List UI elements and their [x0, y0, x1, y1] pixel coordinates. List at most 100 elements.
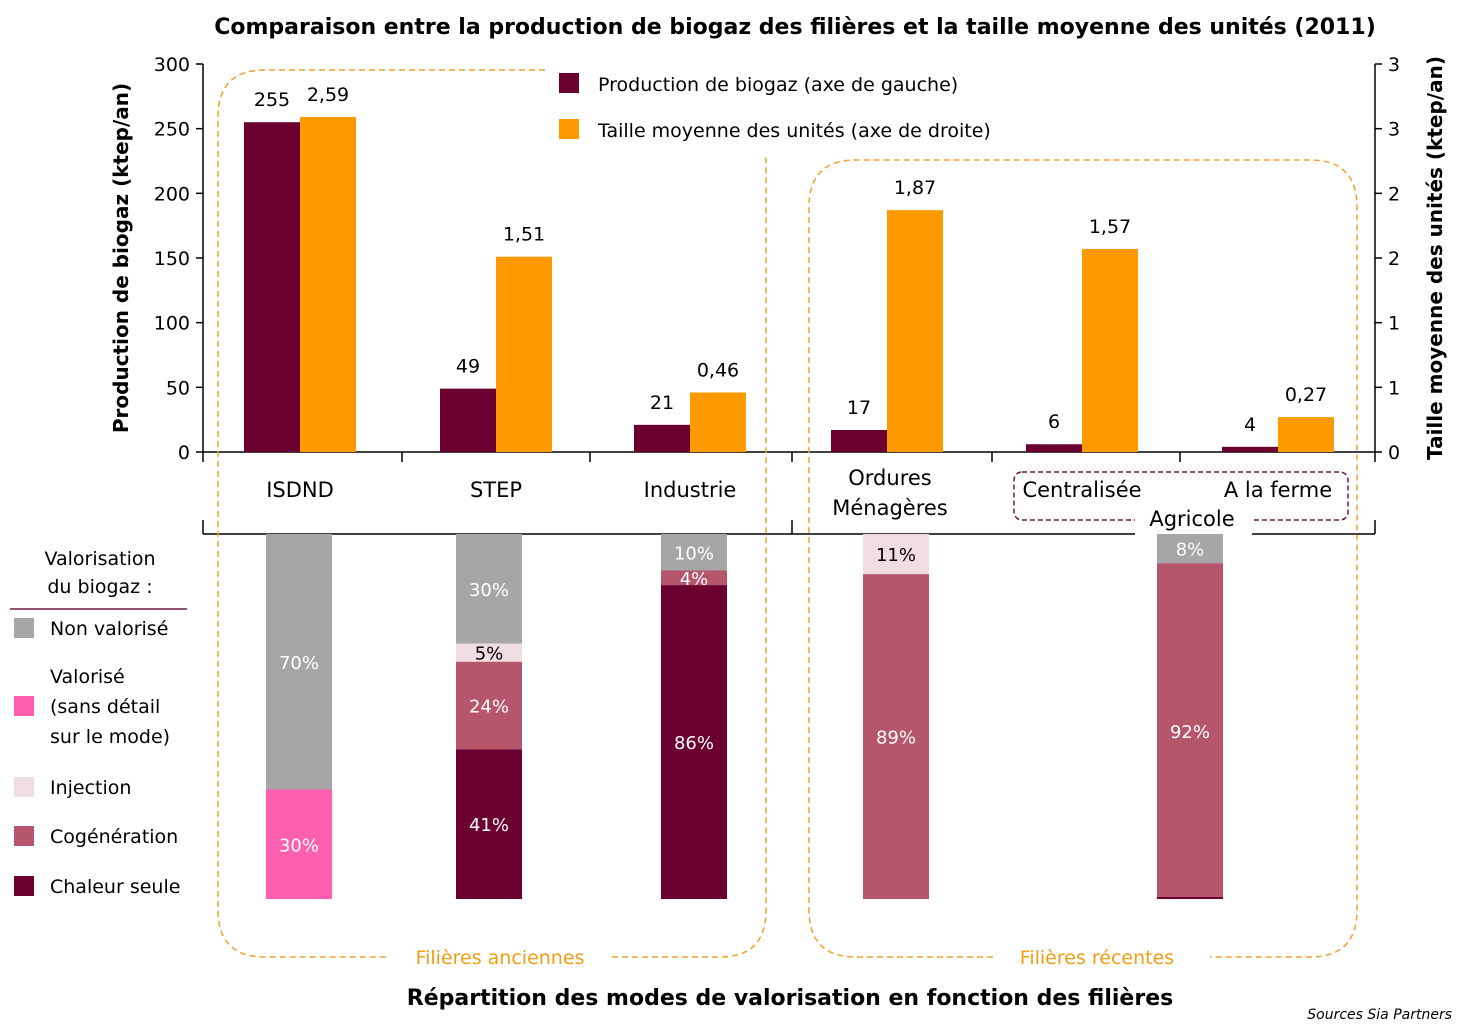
data-label-production: 21	[650, 392, 674, 414]
source-note: Sources Sia Partners	[1307, 1007, 1452, 1023]
stack-segment-injection	[456, 643, 522, 662]
group-label-anciennes: Filières anciennes	[416, 947, 585, 969]
left-tick-label: 0	[178, 442, 190, 464]
bar-taille	[496, 256, 552, 452]
legend-swatch-injection	[14, 777, 34, 797]
stack-segment-non-valorise	[661, 534, 727, 571]
left-tick-label: 300	[154, 54, 190, 76]
legend-label-non-valorise: Non valorisé	[50, 618, 168, 640]
legend-swatch-production	[559, 73, 579, 93]
bar-production	[440, 388, 496, 452]
stack-label: 5%	[475, 644, 504, 665]
right-tick-label: 2	[1388, 248, 1400, 270]
left-tick-label: 200	[154, 183, 190, 205]
left-axis-title: Production de biogaz (ktep/an)	[109, 83, 133, 433]
stack-label: 41%	[469, 815, 509, 836]
group-frame-anciennes	[217, 69, 767, 958]
legend-label-cogeneration: Cogénération	[50, 826, 178, 848]
stack-segment-cogeneration	[1157, 563, 1223, 899]
stack-segment-non-valorise	[266, 534, 332, 790]
right-tick-label: 0	[1388, 442, 1400, 464]
stack-segment-chaleur	[661, 585, 727, 899]
legend-label-valorise: Valorisé	[50, 666, 125, 688]
left-tick-label: 100	[154, 313, 190, 335]
legend-swatch-cogeneration	[14, 826, 34, 846]
stack-segment-chaleur	[456, 749, 522, 899]
data-label-taille: 1,57	[1089, 216, 1131, 238]
legend-title: du biogaz :	[47, 576, 152, 598]
legend-swatch-valorise	[14, 696, 34, 716]
legend-label-valorise: sur le mode)	[50, 726, 170, 748]
chart-title: Comparaison entre la production de bioga…	[214, 15, 1376, 40]
stack-segment-cogeneration	[863, 574, 929, 899]
data-label-taille: 1,87	[894, 177, 936, 199]
stack-label: 30%	[469, 580, 509, 601]
stack-label: 10%	[674, 543, 714, 564]
right-tick-label: 3	[1388, 54, 1400, 76]
category-label: Ménagères	[832, 496, 948, 520]
legend-label-valorise: (sans détail	[50, 696, 160, 718]
group-label-recentes: Filières récentes	[1020, 947, 1174, 969]
data-label-taille: 1,51	[503, 224, 545, 246]
legend-label-production: Production de biogaz (axe de gauche)	[598, 74, 958, 96]
category-label: Centralisée	[1022, 478, 1141, 502]
stack-label: 8%	[1176, 540, 1205, 561]
legend-swatch-chaleur	[14, 876, 34, 896]
data-label-production: 4	[1244, 414, 1256, 436]
stack-label: 86%	[674, 733, 714, 754]
category-label: A la ferme	[1224, 478, 1332, 502]
legend-title: Valorisation	[44, 548, 155, 570]
stack-label: 70%	[279, 653, 319, 674]
stack-label: 24%	[469, 697, 509, 718]
category-label: ISDND	[266, 478, 334, 502]
bar-production	[1026, 444, 1082, 452]
bar-taille	[1278, 417, 1334, 452]
group-frame-recentes	[808, 159, 1358, 958]
stack-segment-non-valorise	[1157, 534, 1223, 564]
left-tick-label: 150	[154, 248, 190, 270]
stack-segment-cogeneration	[456, 661, 522, 750]
right-tick-label: 1	[1388, 377, 1400, 399]
legend-label-injection: Injection	[50, 777, 131, 799]
data-label-production: 17	[847, 397, 871, 419]
legend-swatch-non-valorise	[14, 618, 34, 638]
category-label: Industrie	[644, 478, 737, 502]
agricole-label-bg	[1135, 506, 1252, 534]
right-axis-title: Taille moyenne des unités (ktep/an)	[1423, 56, 1447, 460]
right-tick-label: 1	[1388, 313, 1400, 335]
bottom-chart-title: Répartition des modes de valorisation en…	[407, 986, 1173, 1011]
stack-label: 92%	[1170, 722, 1210, 743]
left-tick-label: 50	[166, 377, 190, 399]
bar-taille	[1082, 248, 1138, 452]
stack-segment-cogeneration	[661, 570, 727, 586]
stack-label: 11%	[876, 545, 916, 566]
bar-taille	[887, 210, 943, 452]
right-tick-label: 2	[1388, 183, 1400, 205]
data-label-production: 49	[456, 356, 480, 378]
stack-segment-valorise	[266, 789, 332, 899]
stack-label: 4%	[680, 569, 709, 590]
bar-production	[244, 122, 300, 452]
legend-label-chaleur: Chaleur seule	[50, 876, 180, 898]
bar-production	[1222, 446, 1278, 452]
legend-swatch-taille	[559, 119, 579, 139]
data-label-taille: 2,59	[307, 84, 349, 106]
legend-label-taille: Taille moyenne des unités (axe de droite…	[597, 120, 991, 142]
bar-production	[634, 424, 690, 452]
agricole-label: Agricole	[1149, 507, 1234, 531]
stack-trace-chaleur	[1157, 897, 1223, 899]
stack-label: 30%	[279, 835, 319, 856]
data-label-production: 6	[1048, 411, 1060, 433]
data-label-production: 255	[254, 89, 290, 111]
right-tick-label: 3	[1388, 119, 1400, 141]
agricole-bracket	[1013, 471, 1349, 521]
bar-taille	[300, 117, 356, 452]
bar-production	[831, 430, 887, 452]
data-label-taille: 0,27	[1285, 384, 1327, 406]
stack-segment-non-valorise	[456, 534, 522, 644]
left-tick-label: 250	[154, 119, 190, 141]
stack-label: 89%	[876, 728, 916, 749]
category-label: STEP	[470, 478, 522, 502]
category-label: Ordures	[848, 466, 931, 490]
